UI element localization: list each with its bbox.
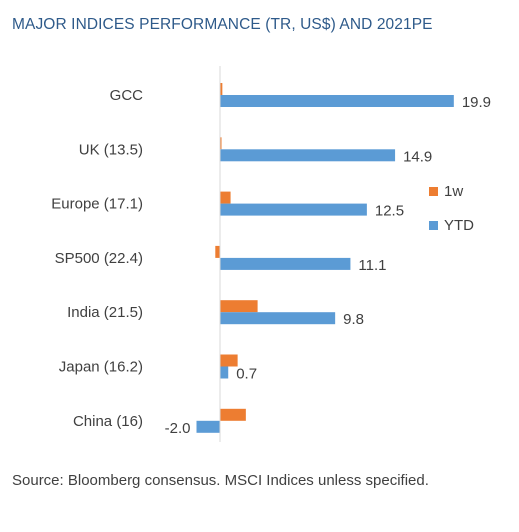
ytd-value-label: 19.9 [462, 94, 491, 111]
ytd-value-label: 12.5 [375, 203, 404, 220]
bar-ytd [196, 420, 220, 433]
bar-1w [220, 137, 222, 150]
legend-item-1w-swatch [429, 187, 438, 196]
category-label: India (21.5) [67, 304, 143, 321]
legend-item-1w-label: 1w [444, 183, 463, 200]
ytd-value-label: 9.8 [343, 311, 364, 328]
bar-ytd [220, 366, 229, 379]
bar-ytd [220, 95, 454, 107]
ytd-value-label: -2.0 [165, 420, 191, 437]
category-label: Europe (17.1) [51, 196, 143, 213]
bar-1w [215, 245, 220, 258]
category-label: Japan (16.2) [59, 359, 143, 376]
legend-item-ytd-label: YTD [444, 217, 474, 234]
bar-1w [220, 191, 231, 204]
ytd-value-label: 11.1 [358, 257, 386, 274]
ytd-value-label: 0.7 [236, 366, 257, 383]
bar-1w [220, 354, 238, 367]
legend: 1w YTD [429, 183, 474, 234]
bar-chart: GCC UK (13.5) Europe (17.1) SP500 (22.4) Ind… [51, 66, 491, 442]
bar-ytd [220, 257, 351, 270]
bar-1w [220, 83, 223, 95]
source-note: Source: Bloomberg consensus. MSCI Indice… [12, 472, 429, 489]
category-label: China (16) [73, 413, 143, 430]
category-label: SP500 (22.4) [55, 250, 143, 267]
bar-1w [220, 408, 246, 421]
category-label: GCC [110, 87, 144, 104]
category-axis-labels: GCC UK (13.5) Europe (17.1) SP500 (22.4) Ind… [51, 87, 143, 430]
bar-marks [196, 83, 454, 433]
bar-ytd [220, 203, 367, 216]
chart-title: MAJOR INDICES PERFORMANCE (TR, US$) AND … [12, 16, 433, 33]
legend-item-ytd-swatch [429, 221, 438, 230]
value-labels: 19.9 14.9 12.5 11.1 9.8 0.7 -2.0 [165, 94, 491, 437]
bar-ytd [220, 312, 336, 325]
ytd-value-label: 14.9 [403, 148, 432, 165]
bar-ytd [220, 149, 396, 162]
bar-1w [220, 300, 258, 313]
category-label: UK (13.5) [79, 141, 143, 158]
